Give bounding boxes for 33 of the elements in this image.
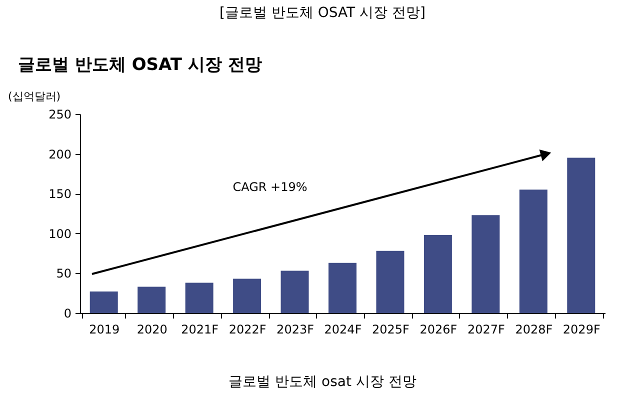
bar — [519, 190, 548, 313]
x-tick-label: 2022F — [228, 322, 266, 336]
bar — [472, 215, 500, 313]
text: 글로벌 반도체 osat 시장 전망 — [228, 374, 416, 390]
bar — [567, 158, 596, 313]
y-axis-title: (십억달러) — [8, 90, 61, 103]
x-tick-label: 2029F — [562, 322, 600, 336]
bar — [328, 262, 356, 313]
x-tick-label: 2027F — [467, 322, 505, 336]
y-tick-label: 100 — [48, 226, 72, 241]
y-tick-label: 0 — [64, 306, 72, 320]
y-tick-label: 50 — [56, 266, 72, 281]
annotation: CAGR +19% — [232, 180, 308, 194]
y-tick-label: 200 — [48, 147, 72, 162]
bar — [424, 234, 452, 313]
text: [글로벌 반도체 OSAT 시장 전망] — [220, 5, 426, 21]
bar — [376, 250, 404, 313]
bar — [280, 270, 309, 313]
x-tick-label: 2021F — [181, 322, 219, 336]
x-tick-label: 2023F — [276, 322, 314, 336]
x-tick-label: 2025F — [372, 322, 410, 336]
bar — [90, 292, 118, 313]
y-tick-label: 250 — [48, 108, 72, 122]
x-tick-label: 2026F — [420, 322, 458, 336]
bar — [233, 278, 262, 313]
bar — [138, 286, 166, 313]
x-tick-label: 2019 — [89, 322, 120, 336]
x-tick-label: 2024F — [324, 322, 362, 336]
bar — [185, 282, 214, 313]
x-tick-label: 2020 — [136, 322, 168, 336]
y-tick-label: 150 — [48, 187, 72, 202]
x-tick-label: 2028F — [515, 322, 553, 336]
chart-title: 글로벌 반도체 OSAT 시장 전망 — [18, 55, 262, 75]
